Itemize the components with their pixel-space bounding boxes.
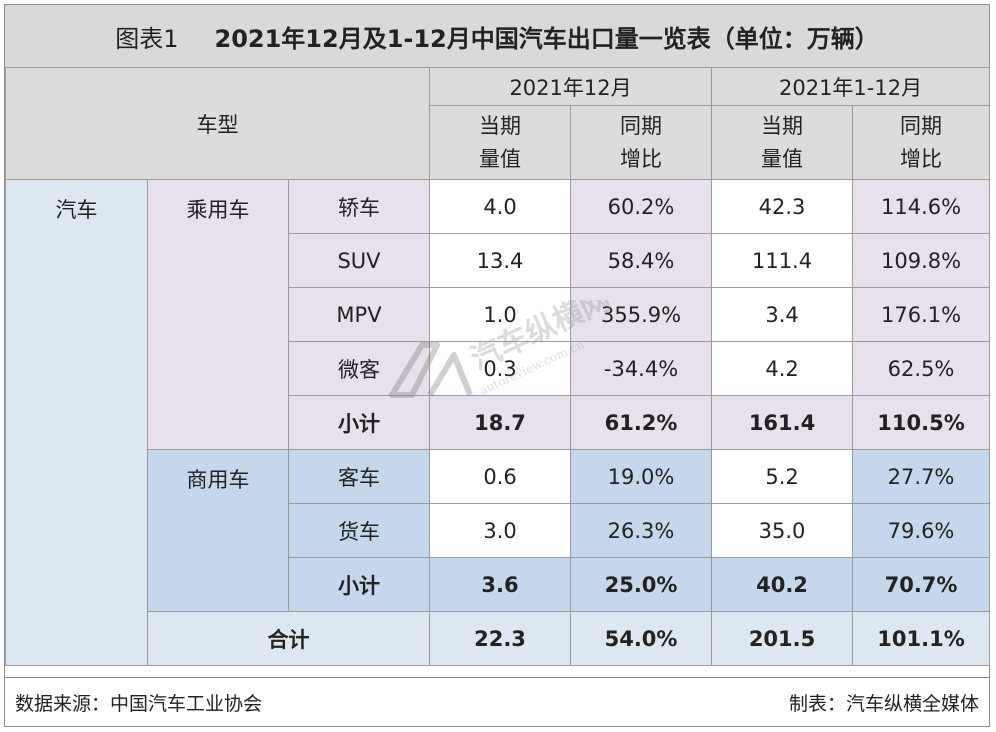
row-name: SUV xyxy=(287,233,431,288)
year-growth: 109.8% xyxy=(852,233,991,288)
month-value: 3.6 xyxy=(429,557,572,612)
month-value: 18.7 xyxy=(429,395,572,450)
table-row: 货车 3.0 26.3% 35.0 79.6% xyxy=(6,503,991,558)
month-value: 3.0 xyxy=(429,503,572,558)
header-year-growth-text: 同期 增比 xyxy=(900,113,943,171)
category-commercial: 商用车 xyxy=(147,449,289,612)
table-title: 2021年12月及1-12月中国汽车出口量一览表（单位：万辆） xyxy=(214,24,879,53)
table-maker: 制表：汽车纵横全媒体 xyxy=(788,692,979,715)
row-name: 轿车 xyxy=(287,179,431,234)
month-growth: 61.2% xyxy=(570,395,713,450)
year-value: 201.5 xyxy=(711,611,854,666)
year-growth: 110.5% xyxy=(852,395,991,450)
figure-label: 图表1 xyxy=(115,24,179,53)
month-value: 13.4 xyxy=(429,233,572,288)
export-table: 车型 2021年12月 2021年1-12月 当期 量值 同期 增比 当期 量值… xyxy=(4,67,991,666)
table-row: 汽车 乘用车 轿车 4.0 60.2% 42.3 114.6% xyxy=(5,179,991,666)
year-growth: 114.6% xyxy=(852,179,991,234)
month-value: 22.3 xyxy=(429,611,572,666)
data-source: 数据来源：中国汽车工业协会 xyxy=(15,692,263,715)
table-row: MPV 1.0 355.9% 3.4 176.1% xyxy=(6,287,991,342)
header-month-value-text: 当期 量值 xyxy=(479,113,522,171)
year-growth: 79.6% xyxy=(852,503,991,558)
row-name: 小计 xyxy=(287,557,431,612)
month-value: 1.0 xyxy=(429,287,572,342)
year-growth: 176.1% xyxy=(852,287,991,342)
year-growth: 27.7% xyxy=(852,449,991,504)
table-frame: 图表1 2021年12月及1-12月中国汽车出口量一览表（单位：万辆） 车型 2… xyxy=(4,4,991,727)
table-row-subtotal: 小计 3.6 25.0% 40.2 70.7% xyxy=(6,557,991,612)
header-month-growth: 同期 增比 xyxy=(570,105,713,180)
month-growth: 19.0% xyxy=(570,449,713,504)
table-title-bar: 图表1 2021年12月及1-12月中国汽车出口量一览表（单位：万辆） xyxy=(5,5,989,68)
month-growth: 26.3% xyxy=(570,503,713,558)
table-row: 商用车 客车 0.6 19.0% 5.2 27.7% xyxy=(6,449,991,612)
month-growth: 54.0% xyxy=(570,611,713,666)
year-value: 35.0 xyxy=(711,503,854,558)
month-growth: -34.4% xyxy=(570,341,713,396)
year-value: 4.2 xyxy=(711,341,854,396)
row-name: 小计 xyxy=(287,395,431,450)
year-value: 161.4 xyxy=(711,395,854,450)
category-auto: 汽车 xyxy=(5,179,148,666)
category-passenger: 乘用车 xyxy=(147,179,289,450)
header-period-year: 2021年1-12月 xyxy=(711,67,991,106)
month-growth: 60.2% xyxy=(570,179,713,234)
row-name: MPV xyxy=(287,287,431,342)
year-growth: 70.7% xyxy=(852,557,991,612)
table-row-total: 合计 22.3 54.0% 201.5 101.1% xyxy=(6,611,991,666)
row-name: 客车 xyxy=(287,449,431,504)
month-growth: 58.4% xyxy=(570,233,713,288)
year-value: 3.4 xyxy=(711,287,854,342)
header-month-value: 当期 量值 xyxy=(429,105,572,180)
year-value: 42.3 xyxy=(711,179,854,234)
month-value: 0.3 xyxy=(429,341,572,396)
table-row-subtotal: 小计 18.7 61.2% 161.4 110.5% xyxy=(6,395,991,450)
year-value: 5.2 xyxy=(711,449,854,504)
header-period-month: 2021年12月 xyxy=(429,67,713,106)
month-value: 0.6 xyxy=(429,449,572,504)
year-value: 111.4 xyxy=(711,233,854,288)
header-year-value-text: 当期 量值 xyxy=(761,113,804,171)
year-growth: 62.5% xyxy=(852,341,991,396)
row-name: 合计 xyxy=(146,611,431,666)
header-month-growth-text: 同期 增比 xyxy=(620,113,663,171)
header-year-value: 当期 量值 xyxy=(711,105,854,180)
month-value: 4.0 xyxy=(429,179,572,234)
row-name: 微客 xyxy=(287,341,431,396)
header-year-growth: 同期 增比 xyxy=(852,105,991,180)
table-footer: 数据来源：中国汽车工业协会 制表：汽车纵横全媒体 xyxy=(5,677,989,726)
year-growth: 101.1% xyxy=(852,611,991,666)
table-row: SUV 13.4 58.4% 111.4 109.8% xyxy=(6,233,991,288)
header-vehicle-type: 车型 xyxy=(4,67,431,180)
month-growth: 355.9% xyxy=(570,287,713,342)
row-name: 货车 xyxy=(287,503,431,558)
year-value: 40.2 xyxy=(711,557,854,612)
month-growth: 25.0% xyxy=(570,557,713,612)
